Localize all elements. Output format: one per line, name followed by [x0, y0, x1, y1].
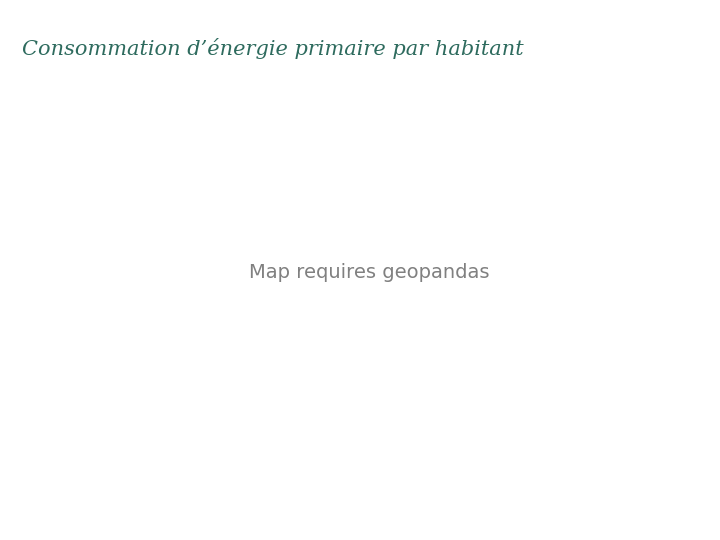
Text: Map requires geopandas: Map requires geopandas	[248, 263, 490, 282]
Text: Consommation d’énergie primaire par habitant: Consommation d’énergie primaire par habi…	[22, 38, 523, 59]
